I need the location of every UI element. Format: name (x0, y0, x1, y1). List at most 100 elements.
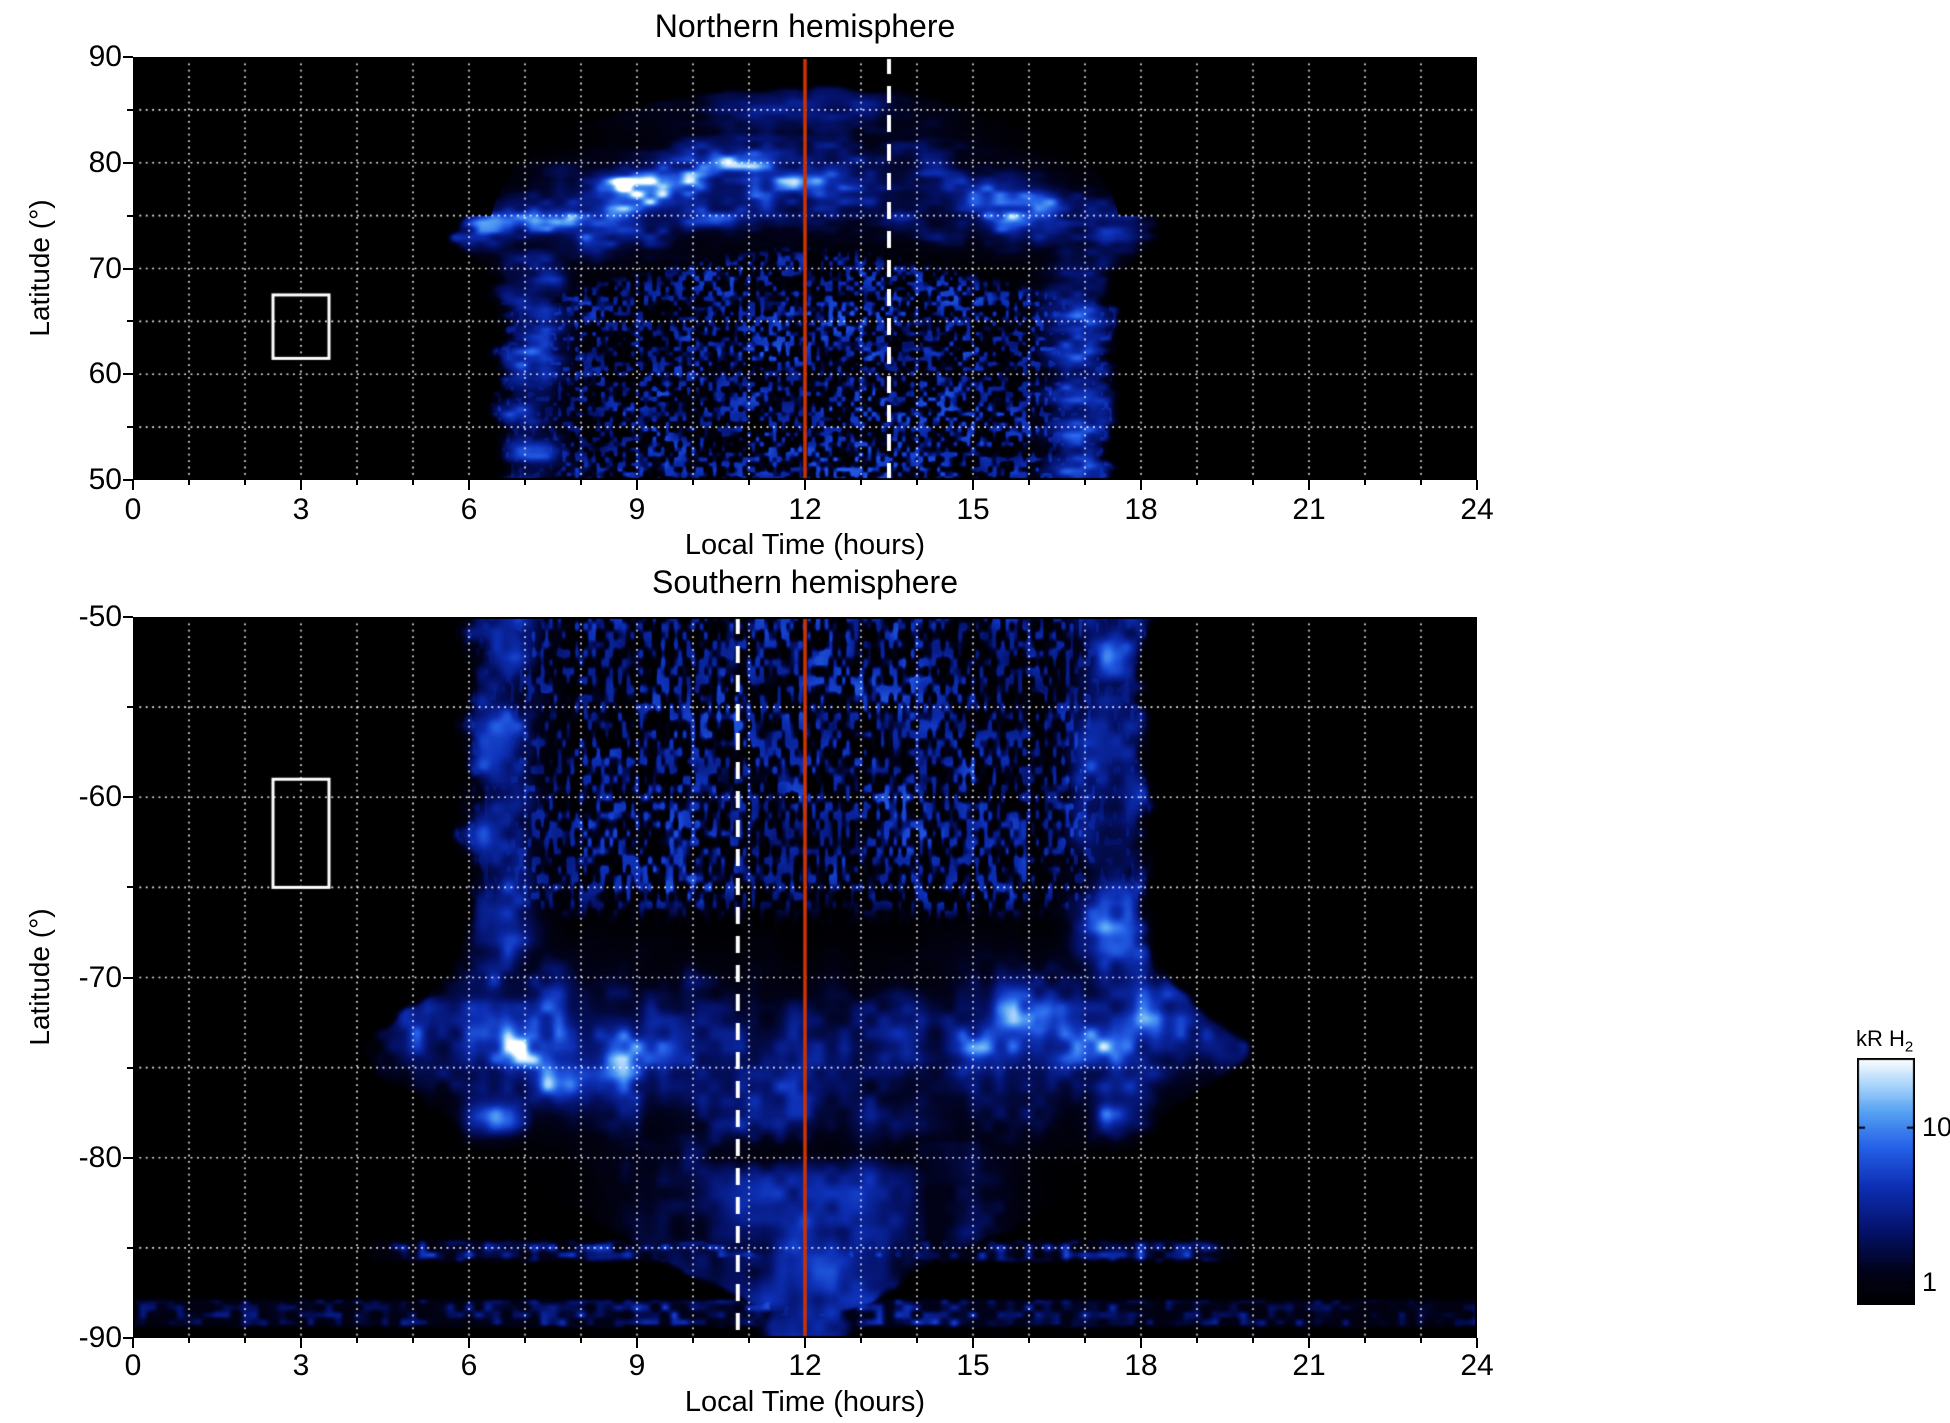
x-axis-label-south: Local Time (hours) (684, 1386, 926, 1418)
x-tick-mark (524, 480, 526, 485)
x-tick-mark (468, 480, 470, 490)
x-tick-mark (1476, 480, 1478, 490)
x-tick-mark (244, 1338, 246, 1343)
x-tick-mark (1196, 480, 1198, 485)
x-tick-label-south: 15 (956, 1349, 990, 1382)
x-tick-mark (1252, 1338, 1254, 1343)
north-hemisphere-heatmap (133, 57, 1477, 480)
x-tick-mark (356, 480, 358, 485)
x-tick-label-north: 15 (956, 493, 990, 526)
colorbar-label-subscript: 2 (1904, 1038, 1914, 1056)
y-tick-label-north: 50 (88, 463, 122, 496)
x-tick-mark (916, 1338, 918, 1343)
x-tick-mark (580, 480, 582, 485)
x-tick-mark (1028, 480, 1030, 485)
y-tick-label-north: 80 (88, 145, 122, 179)
y-tick-mark (123, 1156, 133, 1159)
x-tick-mark (972, 480, 974, 490)
x-tick-mark (860, 480, 862, 485)
x-tick-mark (916, 480, 918, 485)
y-tick-label-south: -80 (78, 1140, 122, 1174)
x-tick-label-south: 9 (628, 1349, 646, 1382)
panel-title-south: Southern hemisphere (652, 564, 958, 600)
x-tick-mark (1252, 480, 1254, 485)
x-tick-label-south: 3 (292, 1349, 310, 1382)
y-tick-mark (127, 426, 133, 429)
y-tick-mark (127, 320, 133, 323)
x-tick-mark (524, 1338, 526, 1343)
x-tick-mark (692, 1338, 694, 1343)
x-tick-mark (356, 1338, 358, 1343)
x-tick-label-north: 6 (460, 493, 478, 526)
x-tick-mark (1084, 1338, 1086, 1343)
y-tick-mark (123, 373, 133, 376)
x-tick-mark (636, 480, 638, 490)
x-tick-mark (1028, 1338, 1030, 1343)
y-tick-mark (123, 796, 133, 799)
x-tick-label-north: 0 (124, 493, 142, 526)
x-tick-label-north: 12 (788, 493, 822, 526)
x-tick-mark (412, 1338, 414, 1343)
x-tick-mark (132, 1338, 134, 1348)
x-tick-label-north: 18 (1124, 493, 1158, 526)
x-tick-mark (300, 480, 302, 490)
colorbar-gradient (1857, 1058, 1915, 1305)
y-tick-mark (123, 616, 133, 618)
y-tick-label-south: -70 (78, 960, 122, 994)
x-tick-label-south: 12 (788, 1349, 822, 1382)
x-tick-mark (244, 480, 246, 485)
y-tick-mark (123, 161, 133, 164)
y-tick-mark (123, 1337, 133, 1339)
y-tick-label-south: -60 (78, 780, 122, 814)
x-tick-mark (412, 480, 414, 485)
y-tick-mark (127, 1066, 133, 1069)
x-tick-mark (636, 1338, 638, 1348)
x-tick-mark (972, 1338, 974, 1348)
x-tick-mark (860, 1338, 862, 1343)
x-tick-mark (748, 1338, 750, 1343)
x-tick-mark (804, 1338, 806, 1348)
x-tick-mark (1420, 480, 1422, 485)
y-tick-mark (127, 706, 133, 709)
x-tick-mark (1308, 480, 1310, 490)
colorbar-tick-label: 10 (1922, 1112, 1950, 1143)
y-tick-mark (123, 976, 133, 979)
y-tick-mark (127, 1246, 133, 1249)
panel-title-north: Northern hemisphere (654, 8, 956, 44)
y-tick-label-north: 90 (88, 40, 122, 73)
x-tick-mark (1364, 480, 1366, 485)
x-tick-mark (1364, 1338, 1366, 1343)
y-tick-mark (127, 108, 133, 111)
x-tick-mark (1476, 1338, 1478, 1348)
colorbar-tick-label: 1 (1922, 1266, 1938, 1297)
x-tick-mark (300, 1338, 302, 1348)
x-tick-mark (804, 480, 806, 490)
x-tick-mark (1196, 1338, 1198, 1343)
y-tick-mark (123, 56, 133, 58)
x-tick-label-south: 24 (1460, 1349, 1494, 1382)
x-tick-mark (1084, 480, 1086, 485)
colorbar-label: kR H2 (1856, 1026, 1913, 1055)
x-tick-label-south: 6 (460, 1349, 478, 1382)
y-tick-mark (127, 214, 133, 217)
x-axis-label-north: Local Time (hours) (684, 529, 926, 561)
y-tick-label-south: -50 (78, 600, 122, 633)
x-tick-mark (1140, 480, 1142, 490)
x-tick-label-south: 18 (1124, 1349, 1158, 1382)
x-tick-mark (692, 480, 694, 485)
x-tick-mark (580, 1338, 582, 1343)
y-tick-mark (123, 267, 133, 270)
x-tick-mark (1308, 1338, 1310, 1348)
y-tick-label-north: 60 (88, 357, 122, 391)
x-tick-mark (188, 1338, 190, 1343)
y-tick-mark (127, 886, 133, 889)
x-tick-mark (468, 1338, 470, 1348)
x-tick-mark (1140, 1338, 1142, 1348)
x-tick-label-south: 0 (124, 1349, 142, 1382)
y-tick-label-south: -90 (78, 1321, 122, 1354)
x-tick-label-south: 21 (1292, 1349, 1326, 1382)
x-tick-label-north: 9 (628, 493, 646, 526)
x-tick-mark (1420, 1338, 1422, 1343)
y-tick-mark (123, 479, 133, 481)
